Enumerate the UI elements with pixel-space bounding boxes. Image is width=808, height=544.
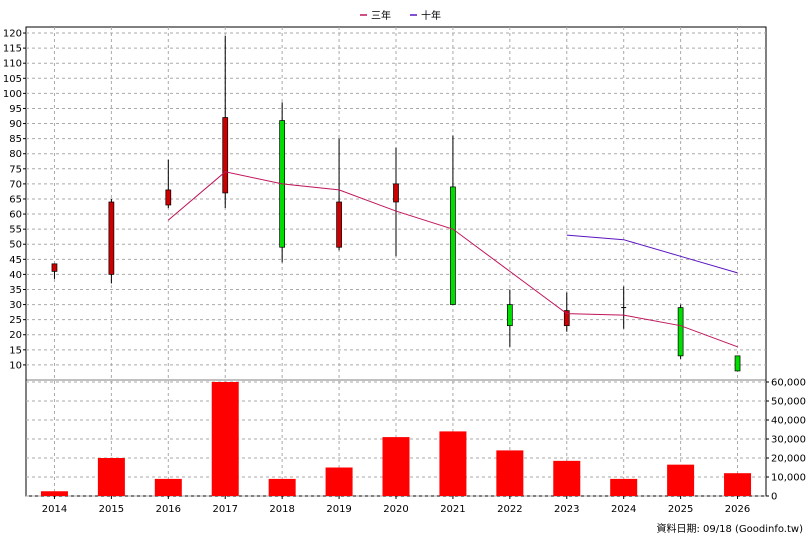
candle-body	[108, 201, 115, 275]
average-lines	[167, 171, 738, 348]
price-tick-label: 40	[9, 270, 22, 281]
series-line	[566, 234, 738, 274]
price-tick-label: 20	[9, 330, 22, 341]
x-tick-label: 2024	[611, 504, 636, 515]
price-tick-label: 35	[9, 285, 22, 296]
price-tick-label: 60	[9, 210, 22, 221]
volume-tick-label: 10,000	[771, 473, 806, 484]
price-tick-label: 30	[9, 300, 22, 311]
volume-bar	[439, 431, 467, 496]
x-tick-label: 2019	[326, 504, 351, 515]
x-tick-label: 2023	[554, 504, 579, 515]
legend: 三年 十年	[360, 9, 441, 22]
volume-bar	[610, 478, 638, 496]
legend-label: 三年	[371, 9, 391, 22]
price-tick-label: 80	[9, 149, 22, 160]
price-tick-label: 85	[9, 134, 22, 145]
volume-tick-label: 60,000	[771, 378, 806, 389]
volume-bar	[154, 478, 182, 496]
price-tick-label: 25	[9, 315, 22, 326]
price-tick-label: 105	[3, 74, 22, 85]
price-tick-label: 120	[3, 29, 22, 40]
volume-bar	[496, 450, 524, 496]
volume-bar	[325, 467, 353, 496]
candle-body	[506, 304, 513, 327]
price-tick-label: 65	[9, 194, 22, 205]
x-tick-label: 2022	[497, 504, 522, 515]
volume-tick-label: 20,000	[771, 454, 806, 465]
x-tick-label: 2020	[383, 504, 408, 515]
volume-bars	[40, 382, 752, 496]
price-tick-label: 110	[3, 59, 22, 70]
volume-bar	[667, 464, 695, 496]
price-tick-label: 115	[3, 44, 22, 55]
candle-body	[51, 263, 58, 272]
candle-body	[165, 189, 172, 206]
x-tick-label: 2026	[725, 504, 750, 515]
volume-bar	[97, 458, 125, 496]
volume-bar	[382, 437, 410, 496]
volume-tick-label: 40,000	[771, 416, 806, 427]
price-tick-label: 15	[9, 345, 22, 356]
volume-bar	[553, 460, 581, 496]
footer-note: 資料日期: 09/18 (Goodinfo.tw)	[656, 522, 803, 535]
price-tick-label: 75	[9, 164, 22, 175]
volume-bar	[40, 491, 68, 496]
candle-body	[450, 186, 456, 305]
volume-tick-label: 0	[771, 492, 777, 503]
volume-tick-label: 50,000	[771, 397, 806, 408]
candle-body	[222, 117, 229, 194]
volume-tick-label: 30,000	[771, 435, 806, 446]
volume-bar	[724, 473, 752, 496]
price-axis: 10 15 20 25 30 35 40 45 50 55 60 65 70 75 80 85 90 95 100 1…	[3, 29, 26, 371]
x-tick-label: 2015	[99, 504, 124, 515]
price-tick-label: 100	[3, 89, 22, 100]
volume-bar	[211, 382, 239, 496]
price-tick-label: 95	[9, 104, 22, 115]
candle-body	[393, 183, 399, 203]
price-tick-label: 90	[9, 119, 22, 130]
candle-body	[677, 307, 684, 357]
candle-body	[563, 310, 570, 327]
price-tick-label: 50	[9, 240, 22, 251]
x-axis: 2014 2015 2016 2017 2018 2019 2020 2021 2022 2023…	[42, 496, 750, 515]
volume-bar	[268, 478, 296, 496]
x-tick-label: 2016	[156, 504, 181, 515]
legend-label: 十年	[421, 9, 441, 22]
x-tick-label: 2025	[668, 504, 693, 515]
x-tick-label: 2021	[440, 504, 465, 515]
price-tick-label: 10	[9, 360, 22, 371]
candle-body	[734, 355, 741, 372]
price-tick-label: 70	[9, 179, 22, 190]
candle-body	[336, 201, 342, 248]
price-tick-label: 55	[9, 225, 22, 236]
price-tick-label: 45	[9, 255, 22, 266]
series-line	[167, 171, 738, 348]
volume-axis: 0 10,000 20,000 30,000 40,000 50,000 60,000	[766, 378, 806, 503]
x-tick-label: 2014	[42, 504, 67, 515]
x-tick-label: 2017	[213, 504, 238, 515]
x-tick-label: 2018	[269, 504, 294, 515]
